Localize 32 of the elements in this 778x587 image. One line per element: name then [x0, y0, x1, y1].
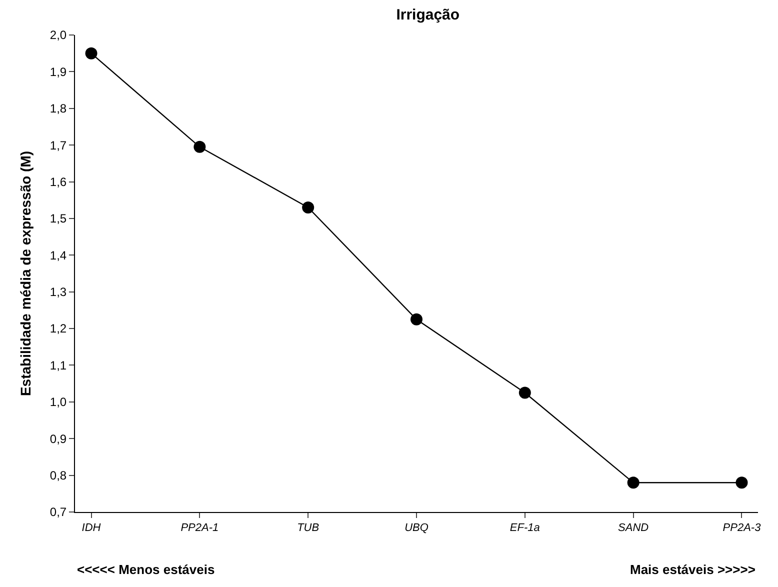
point — [627, 476, 640, 489]
y-tick-label: 1,0 — [50, 395, 67, 410]
point — [736, 476, 748, 489]
point — [194, 140, 206, 153]
text: Mais estáveis >>>>> — [630, 562, 756, 577]
y-tick-label: 1,1 — [50, 358, 67, 372]
point — [302, 201, 314, 214]
y-axis-title: Estabilidade média de expressão (M) — [18, 150, 34, 396]
x-tick-label: UBQ — [404, 522, 429, 534]
x-tick-label: SAND — [618, 522, 649, 534]
y-tick-label: 0,7 — [50, 505, 67, 520]
point — [410, 313, 422, 326]
y-tick-label: 1,3 — [50, 285, 67, 300]
y-tick-label: 1,5 — [50, 212, 67, 226]
y-tick-label: 1,9 — [50, 64, 67, 79]
y-tick-label: 1,4 — [50, 248, 67, 262]
x-tick-label: TUB — [297, 522, 320, 534]
text: <<<<< Menos estáveis — [77, 562, 215, 577]
y-tick-label: 2,0 — [50, 28, 67, 42]
y-tick-label: 1,6 — [50, 174, 67, 189]
y-tick-label: 1,8 — [50, 102, 67, 116]
x-tick-label: PP2A-1 — [180, 522, 219, 534]
y-tick-label: 1,7 — [50, 138, 67, 152]
y-tick-label: 1,2 — [50, 322, 67, 336]
x-tick-label: PP2A-3 — [722, 522, 762, 534]
y-tick-label: 0,8 — [50, 468, 67, 483]
chart-title: Irrigação — [396, 6, 460, 24]
y-tick-label: 0,9 — [50, 432, 67, 446]
x-tick-label: IDH — [82, 522, 101, 534]
point — [85, 47, 98, 60]
point — [518, 386, 531, 399]
x-tick-label: EF-1a — [510, 522, 540, 534]
